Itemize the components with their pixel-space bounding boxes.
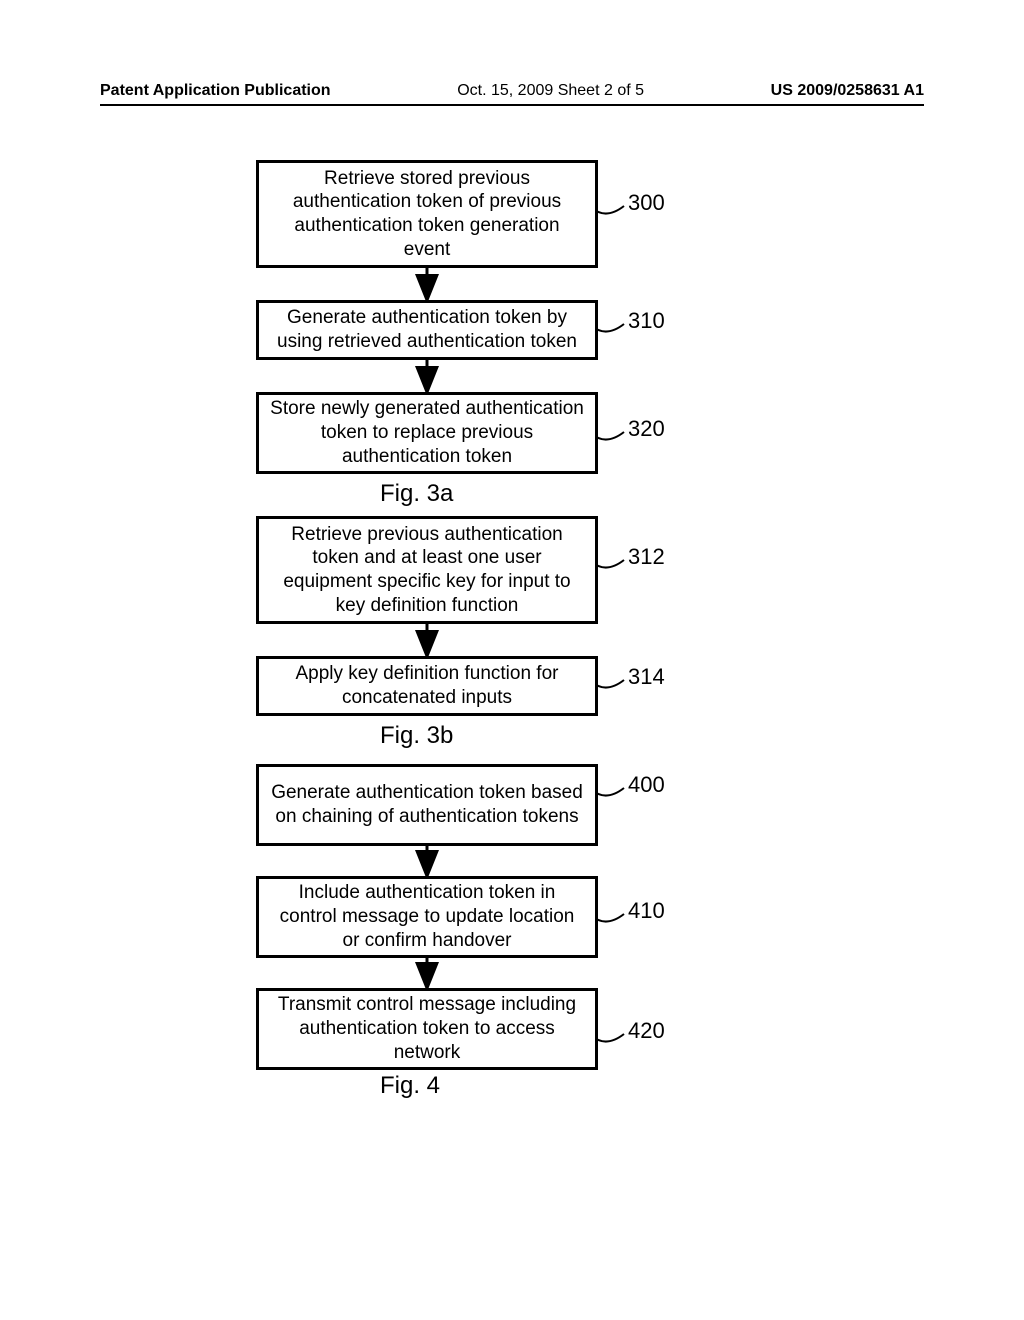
flow-box-314: Apply key definition function for concat…	[256, 656, 598, 716]
figure-caption: Fig. 4	[380, 1072, 440, 1100]
header-left: Patent Application Publication	[100, 82, 331, 100]
flow-label-314: 314	[628, 664, 665, 690]
flow-box-410: Include authentication token in control …	[256, 876, 598, 958]
flow-box-420: Transmit control message including authe…	[256, 988, 598, 1070]
flow-label-320: 320	[628, 416, 665, 442]
flow-box-310: Generate authentication token by using r…	[256, 300, 598, 360]
figure-caption: Fig. 3a	[380, 480, 453, 508]
flow-label-312: 312	[628, 544, 665, 570]
flow-label-400: 400	[628, 772, 665, 798]
header-right: US 2009/0258631 A1	[771, 82, 924, 100]
page-header: Patent Application Publication Oct. 15, …	[100, 82, 924, 106]
flow-label-410: 410	[628, 898, 665, 924]
flow-label-300: 300	[628, 190, 665, 216]
flow-box-400: Generate authentication token based on c…	[256, 764, 598, 846]
flow-box-320: Store newly generated authentication tok…	[256, 392, 598, 474]
flow-box-300: Retrieve stored previous authentication …	[256, 160, 598, 268]
header-mid: Oct. 15, 2009 Sheet 2 of 5	[457, 82, 644, 100]
flow-label-310: 310	[628, 308, 665, 334]
flow-box-312: Retrieve previous authentication token a…	[256, 516, 598, 624]
figure-caption: Fig. 3b	[380, 722, 453, 750]
flow-label-420: 420	[628, 1018, 665, 1044]
